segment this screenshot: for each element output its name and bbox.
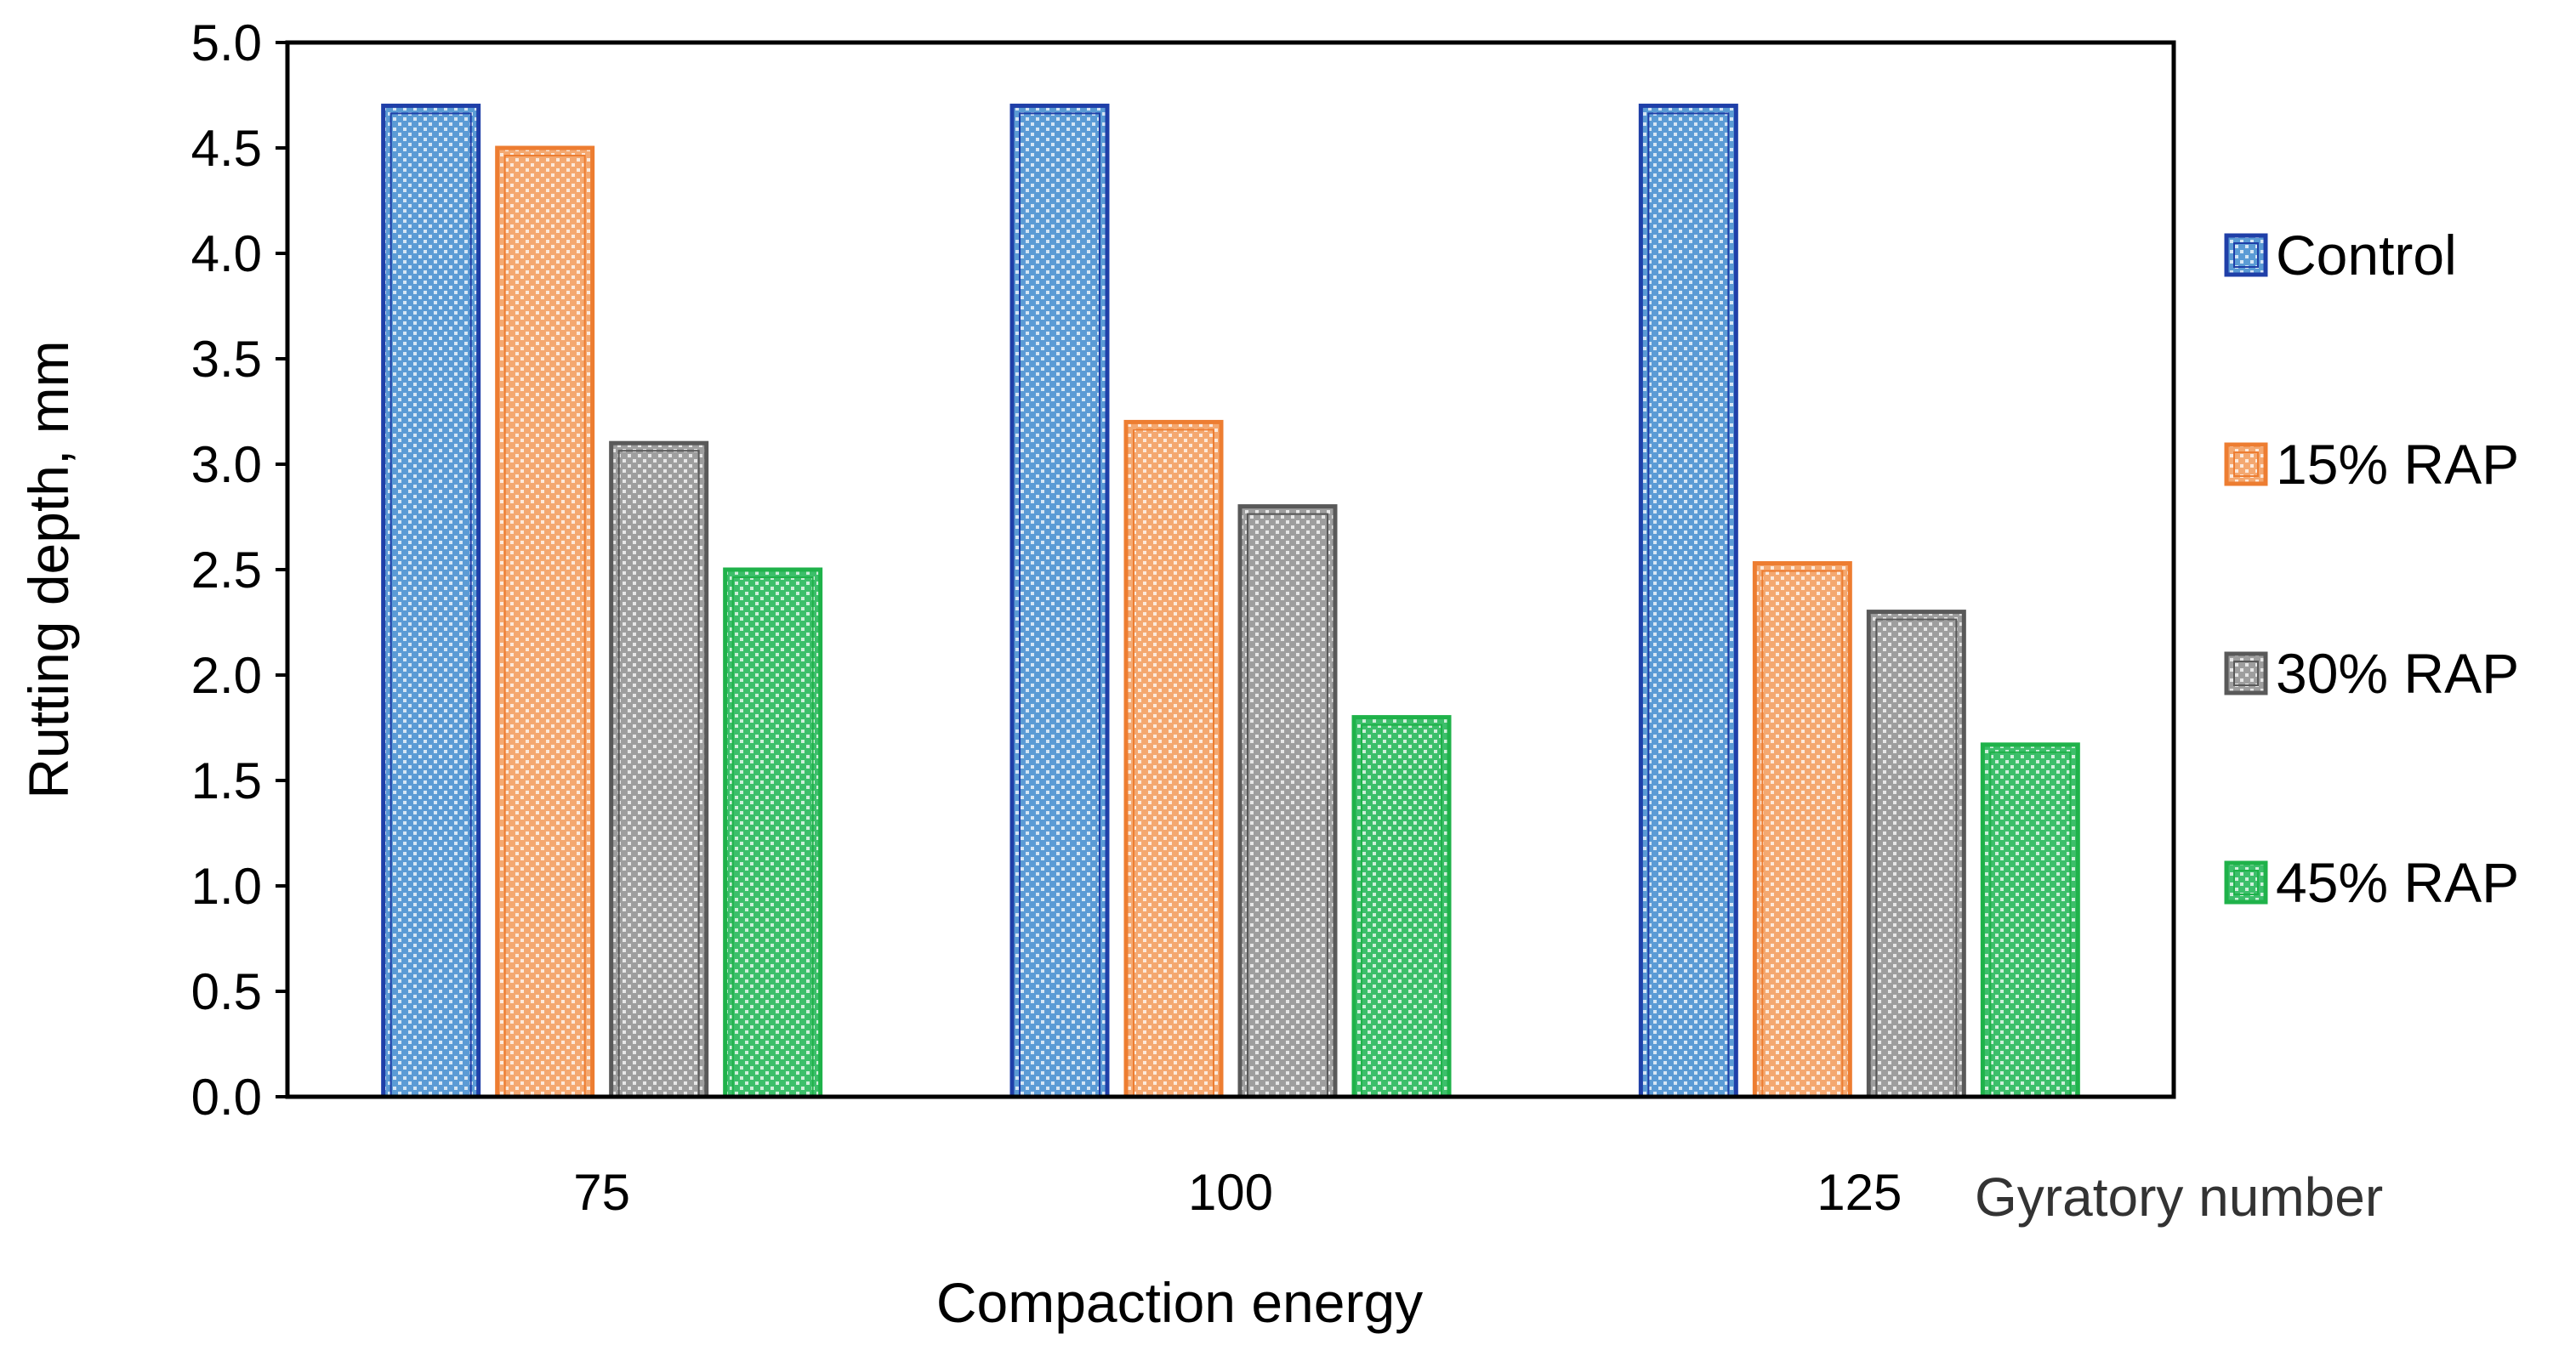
bar (1009, 103, 1110, 1099)
bar-control-75 (381, 103, 481, 1099)
bar (1237, 504, 1338, 1099)
x-tick-label: 100 (1188, 1164, 1273, 1221)
y-axis-title: Rutting depth, mm (17, 340, 80, 798)
legend-label: 45% RAP (2276, 851, 2519, 914)
y-tick-label: 0.0 (191, 1069, 262, 1126)
legend-item-15-rap: 15% RAP (2224, 433, 2519, 496)
legend-label: 15% RAP (2276, 433, 2519, 496)
legend: Control 15% RAP 30% RAP 45% RAP (2224, 224, 2519, 914)
bar (723, 567, 823, 1099)
gyratory-number-label: Gyratory number (1975, 1166, 2383, 1228)
legend-swatch-inner (2233, 242, 2259, 268)
bar-30-rap-100 (1237, 504, 1338, 1099)
bar (1866, 610, 1966, 1099)
y-tick-label: 1.5 (191, 752, 262, 809)
y-tick-label: 1.0 (191, 858, 262, 915)
bar-45-rap-125 (1980, 742, 2080, 1099)
bar-45-rap-100 (1351, 715, 1452, 1099)
bar (1638, 103, 1738, 1099)
bar-control-100 (1009, 103, 1110, 1099)
bar (495, 145, 595, 1099)
bar (609, 440, 709, 1099)
y-tick-label: 4.0 (191, 225, 262, 282)
bar-control-125 (1638, 103, 1738, 1099)
y-tick-label: 4.5 (191, 120, 262, 177)
x-tick-label: 125 (1817, 1164, 1902, 1221)
legend-swatch (2224, 233, 2268, 277)
legend-item-30-rap: 30% RAP (2224, 642, 2519, 705)
y-tick-label: 2.5 (191, 542, 262, 599)
y-tick-label: 2.0 (191, 647, 262, 704)
legend-item-45-rap: 45% RAP (2224, 851, 2519, 914)
bar-15-rap-100 (1123, 419, 1224, 1099)
y-tick-label: 3.5 (191, 331, 262, 388)
y-tick-label: 5.0 (191, 14, 262, 71)
bars-layer (381, 103, 2080, 1099)
bar (1351, 715, 1452, 1099)
y-tick-label: 3.0 (191, 436, 262, 493)
bar (1123, 419, 1224, 1099)
legend-label: Control (2276, 224, 2457, 287)
bar-30-rap-125 (1866, 610, 1966, 1099)
y-tick-label: 0.5 (191, 963, 262, 1020)
bar-15-rap-125 (1752, 561, 1852, 1099)
legend-swatch-inner (2233, 870, 2259, 895)
bar (1752, 561, 1852, 1099)
legend-swatch (2224, 860, 2268, 905)
bar-30-rap-75 (609, 440, 709, 1099)
legend-item-control: Control (2224, 224, 2457, 287)
legend-swatch (2224, 651, 2268, 695)
bar (381, 103, 481, 1099)
x-axis-title: Compaction energy (936, 1271, 1423, 1334)
x-axis: 75 100 125 (573, 1164, 1902, 1221)
legend-swatch-inner (2233, 451, 2259, 477)
legend-swatch-inner (2233, 661, 2259, 686)
y-axis: 0.0 0.5 1.0 1.5 2.0 2.5 3.0 3.5 4.0 4.5 5.0 (191, 14, 287, 1126)
x-tick-label: 75 (573, 1164, 630, 1221)
legend-swatch (2224, 442, 2268, 486)
bar (1980, 742, 2080, 1099)
legend-label: 30% RAP (2276, 642, 2519, 705)
bar-15-rap-75 (495, 145, 595, 1099)
bar-45-rap-75 (723, 567, 823, 1099)
